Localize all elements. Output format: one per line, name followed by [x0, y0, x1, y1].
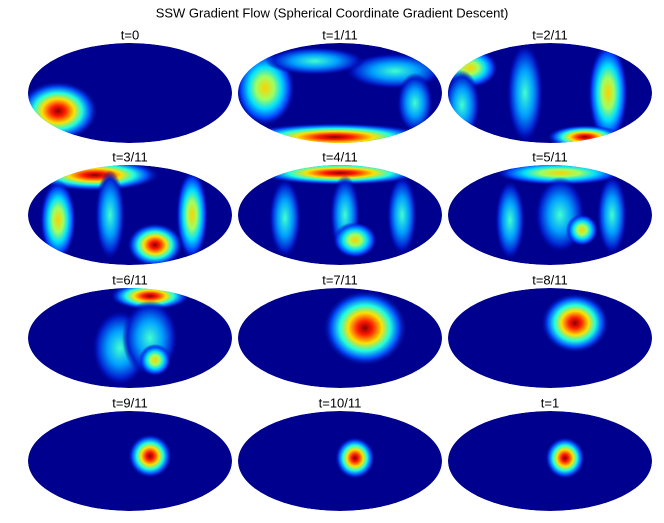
density-blob [507, 43, 543, 143]
panel-label: t=3/11 [112, 149, 148, 164]
heatmap-panel [238, 43, 442, 143]
density-blob [495, 180, 525, 260]
density-blob [335, 437, 375, 479]
panel-label: t=1 [541, 395, 559, 410]
density-blob [547, 125, 623, 143]
panel-label: t=8/11 [532, 272, 568, 287]
heatmap-panel [238, 165, 442, 265]
density-blob [387, 175, 417, 255]
density-blob [397, 73, 433, 133]
panel-label: t=0 [121, 27, 139, 42]
density-blob [127, 223, 183, 265]
density-blob [545, 437, 585, 479]
panel-label: t=7/11 [322, 272, 358, 287]
heatmap-panel [448, 165, 652, 265]
panel-label: t=10/11 [319, 395, 362, 410]
heatmap-panel [238, 411, 442, 511]
density-blob [95, 170, 125, 260]
density-blob [240, 123, 430, 143]
density-blob [588, 43, 628, 143]
density-blob [128, 434, 172, 478]
density-blob [269, 178, 301, 258]
density-blob [541, 293, 609, 353]
density-blob [333, 222, 377, 258]
heatmap-panel [448, 411, 652, 511]
density-blob [176, 170, 208, 260]
figure-title: SSW Gradient Flow (Spherical Coordinate … [156, 5, 509, 20]
heatmap-panel [448, 43, 652, 143]
density-blob [566, 214, 598, 246]
heatmap-panel [28, 411, 232, 511]
density-blob [28, 81, 98, 141]
panel-label: t=9/11 [112, 395, 148, 410]
panel-label: t=2/11 [532, 27, 568, 42]
heatmap-panel [28, 43, 232, 143]
density-blob [597, 175, 627, 255]
density-blob [40, 180, 76, 260]
density-blob [448, 70, 480, 140]
heatmap-panel [238, 288, 442, 388]
panel-label: t=5/11 [532, 149, 568, 164]
density-blob [265, 47, 365, 75]
density-blob [139, 344, 171, 376]
heatmap-panel [28, 288, 232, 388]
panel-label: t=6/11 [112, 272, 148, 287]
heatmap-panel [28, 165, 232, 265]
panel-label: t=1/11 [322, 27, 358, 42]
density-blob [323, 290, 407, 366]
heatmap-panel [448, 288, 652, 388]
panel-label: t=4/11 [322, 149, 358, 164]
